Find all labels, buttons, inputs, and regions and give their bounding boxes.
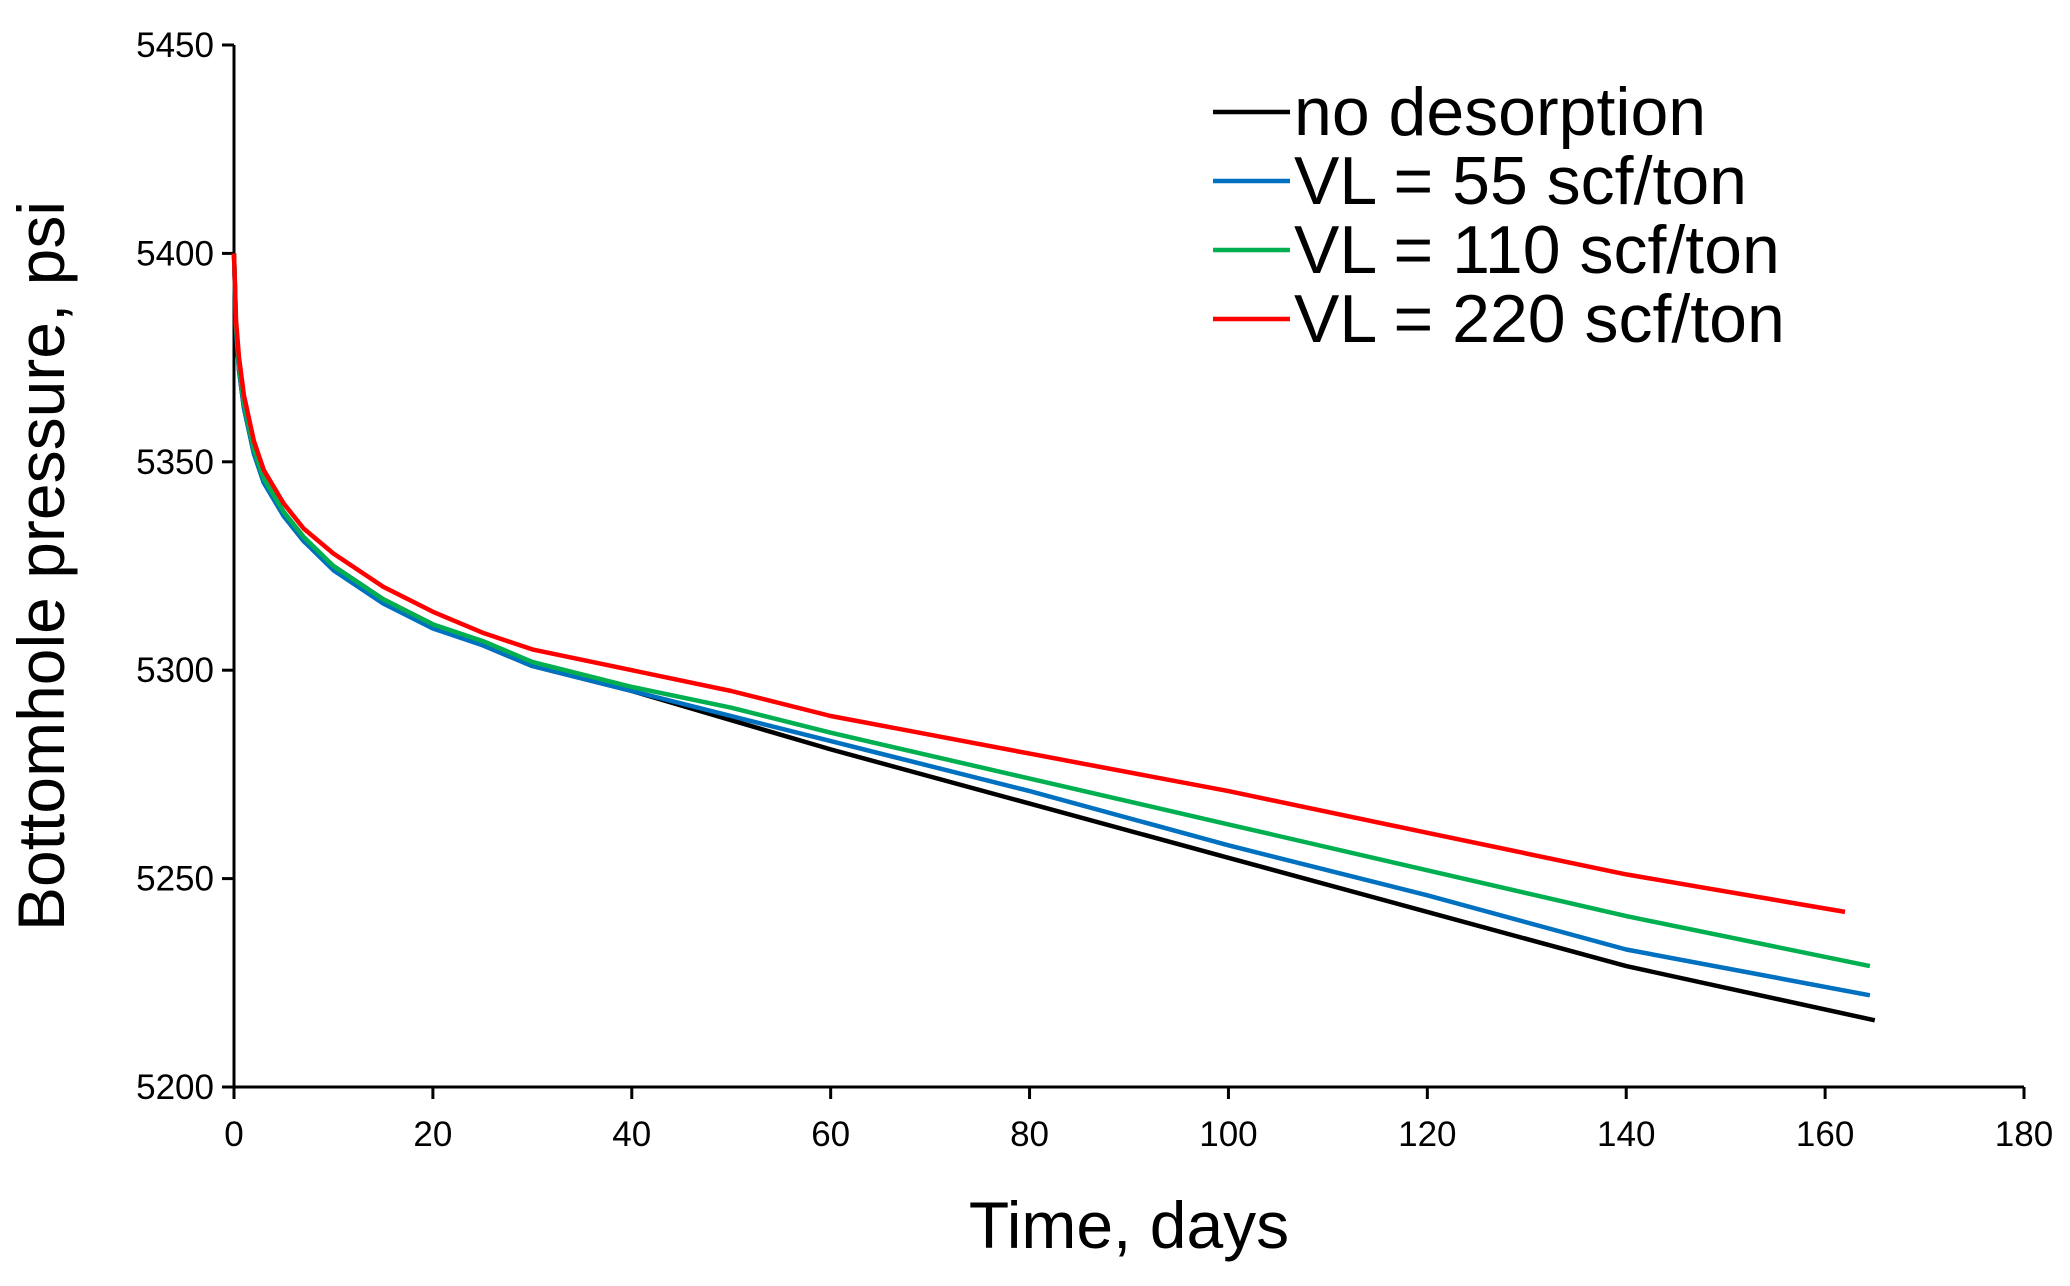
y-axis-title: Bottomhole pressure, psi [4, 201, 78, 931]
x-tick-label: 60 [811, 1115, 850, 1154]
y-tick-label: 5300 [136, 651, 214, 690]
x-tick-labels: 0 20 40 60 80 100 120 140 160 180 [224, 1115, 2053, 1154]
x-tick-label: 80 [1010, 1115, 1049, 1154]
series-line-1 [231, 253, 1876, 1023]
x-tick-label: 180 [1995, 1115, 2053, 1154]
legend-label-4: VL = 220 scf/ton [1294, 281, 1785, 357]
x-tick-label: 120 [1398, 1115, 1456, 1154]
x-tick-label: 140 [1597, 1115, 1655, 1154]
tick-marks [222, 43, 2026, 1099]
series-line-3 [231, 253, 1871, 969]
x-tick-label: 20 [413, 1115, 452, 1154]
legend-label-2: VL = 55 scf/ton [1294, 143, 1747, 219]
series-line-4 [231, 253, 1846, 915]
x-tick-label: 0 [224, 1115, 243, 1154]
series-lines [231, 253, 1876, 1023]
series-line-2 [231, 253, 1871, 998]
x-tick-label: 100 [1199, 1115, 1257, 1154]
y-tick-label: 5400 [136, 234, 214, 273]
y-tick-label: 5200 [136, 1068, 214, 1107]
legend-label-3: VL = 110 scf/ton [1294, 212, 1780, 288]
x-tick-label: 40 [612, 1115, 651, 1154]
y-tick-label: 5250 [136, 860, 214, 899]
x-axis-title: Time, days [969, 1188, 1289, 1262]
x-tick-label: 160 [1796, 1115, 1854, 1154]
y-tick-label: 5350 [136, 443, 214, 482]
y-tick-labels: 5200 5250 5300 5350 5400 5450 [136, 26, 214, 1107]
y-tick-label: 5450 [136, 26, 214, 65]
legend-label-1: no desorption [1294, 74, 1706, 150]
